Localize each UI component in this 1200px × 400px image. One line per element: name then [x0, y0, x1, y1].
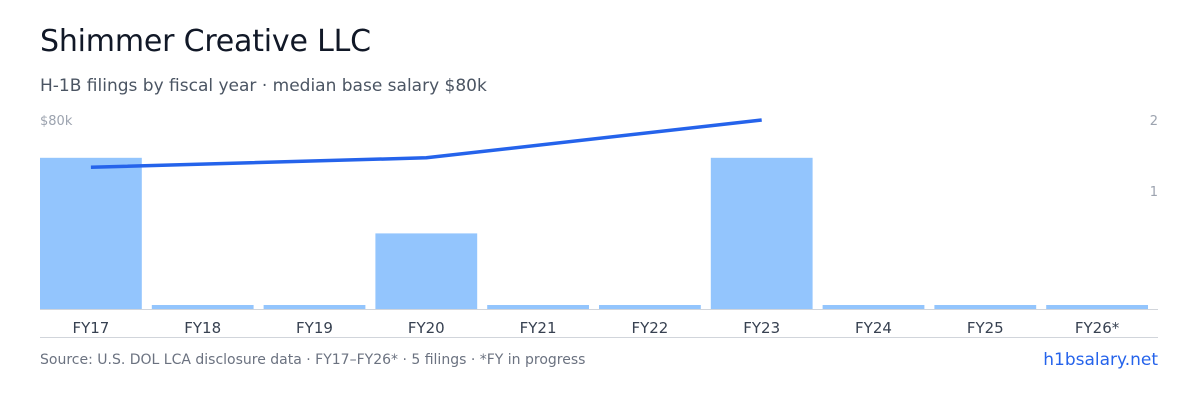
right-axis-tick: 2 — [1150, 114, 1158, 129]
right-axis-tick: 1 — [1150, 185, 1158, 200]
bar-FY26 — [1046, 305, 1148, 309]
bar-FY20 — [375, 233, 478, 309]
x-tick-label: FY23 — [743, 319, 780, 337]
line-layer — [90, 118, 762, 170]
x-tick-label: FY24 — [855, 319, 892, 337]
x-tick-label: FY20 — [408, 319, 445, 337]
x-tick-label: FY22 — [631, 319, 668, 337]
chart-subtitle: H-1B filings by fiscal year · median bas… — [40, 76, 487, 96]
bar-FY21 — [487, 305, 589, 309]
x-tick-label: FY19 — [296, 319, 333, 337]
x-tick-label: FY21 — [520, 319, 557, 337]
bar-FY23 — [710, 157, 813, 309]
x-tick-label: FY26* — [1075, 319, 1120, 337]
bar-FY22 — [599, 305, 701, 309]
median-salary-line — [90, 118, 762, 170]
bar-FY17 — [40, 157, 142, 309]
bar-FY19 — [263, 305, 366, 309]
bar-FY25 — [934, 305, 1037, 309]
x-tick-label: FY18 — [184, 319, 221, 337]
chart-title: Shimmer Creative LLC — [40, 24, 371, 59]
bar-FY18 — [151, 305, 254, 309]
x-tick-label: FY17 — [72, 319, 109, 337]
brand-link[interactable]: h1bsalary.net — [1043, 350, 1158, 370]
left-axis-label: $80k — [40, 114, 73, 129]
bars-layer — [40, 157, 1148, 309]
bar-FY24 — [822, 305, 925, 309]
source-note: Source: U.S. DOL LCA disclosure data · F… — [40, 352, 586, 368]
x-tick-label: FY25 — [967, 319, 1004, 337]
x-tick-labels: FY17 FY18 FY19 FY20 FY21 FY22 FY23 FY24 FY25 FY26… — [40, 319, 1158, 338]
right-axis-ticks: 21 — [1150, 114, 1158, 200]
